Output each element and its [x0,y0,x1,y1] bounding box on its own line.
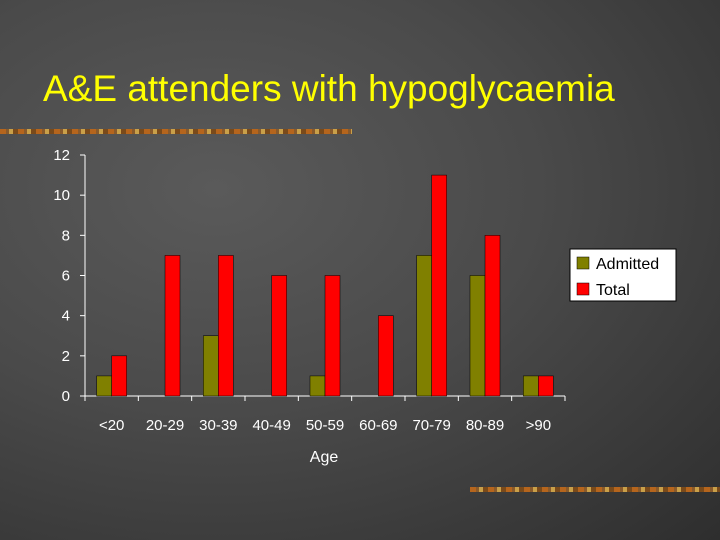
bar-total-7 [484,235,501,397]
x-category-label: >90 [526,417,551,434]
y-tick-label: 10 [53,187,70,204]
bar-total-5 [378,315,394,397]
bar-total-2 [218,255,234,397]
bar-admitted-0 [96,375,112,397]
y-tick-label: 12 [53,147,70,164]
y-tick-label: 6 [62,268,70,285]
category-labels: <20 20-29 30-39 40-49 50-59 60-69 70-79 80-89 >9… [99,417,551,434]
y-tick-label: 4 [62,308,70,325]
legend-label-total: Total [596,282,630,299]
x-category-label: 20-29 [146,417,184,434]
x-category-label: 80-89 [466,417,504,434]
y-tick-label: 0 [62,388,70,405]
bar-admitted-8 [523,375,539,397]
bottom-divider [470,487,720,492]
y-tick-label: 8 [62,227,70,244]
x-category-label: 30-39 [199,417,237,434]
slide-title: A&E attenders with hypoglycaemia [43,68,615,109]
legend: Admitted Total [569,248,677,302]
x-axis [84,395,566,401]
x-category-label: <20 [99,417,124,434]
legend-swatch-total [576,282,590,296]
top-divider [0,129,352,134]
bar-admitted-6 [416,255,432,397]
bar-admitted-7 [469,275,486,397]
bar-total-8 [538,375,554,397]
legend-swatch-admitted [576,256,590,270]
x-axis-title: Age [310,449,339,466]
bar-total-1 [164,255,181,397]
x-category-label: 50-59 [306,417,344,434]
x-category-label: 70-79 [412,417,450,434]
bar-total-3 [271,275,287,397]
x-category-label: 40-49 [252,417,290,434]
x-category-label: 60-69 [359,417,397,434]
bar-admitted-2 [203,335,219,397]
bars [96,174,554,397]
bar-admitted-4 [309,375,326,397]
bar-total-4 [324,275,341,397]
y-axis: 0 2 4 6 8 10 12 [53,147,86,405]
legend-label-admitted: Admitted [596,256,659,273]
y-tick-label: 2 [62,348,70,365]
bar-total-0 [111,355,127,397]
bar-total-6 [431,174,447,397]
